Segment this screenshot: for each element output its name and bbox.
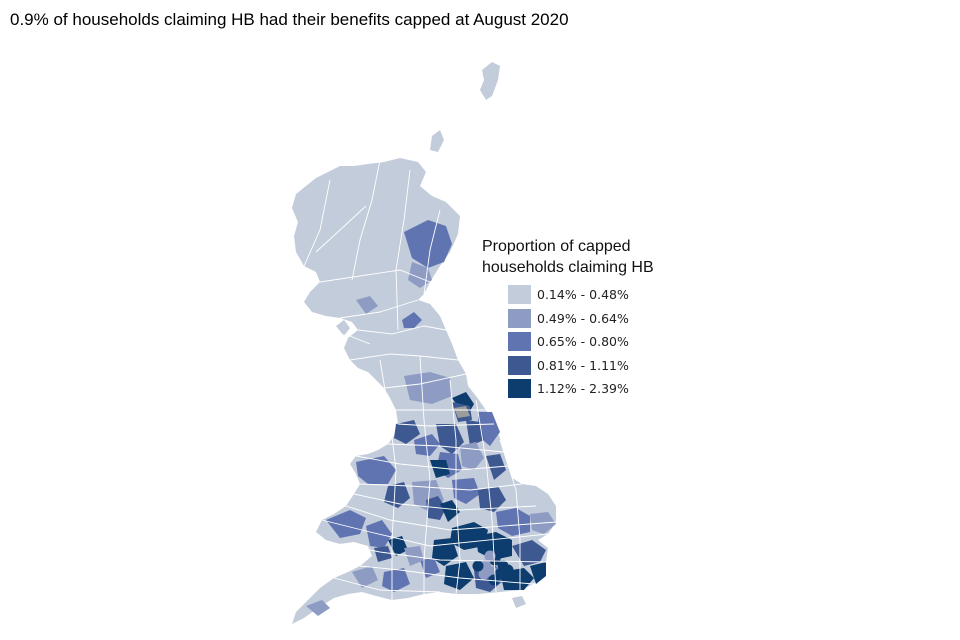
boundary-line [319,269,431,283]
region [326,510,366,538]
legend-label: 1.12% - 2.39% [537,381,629,397]
boundary-line [499,439,521,590]
region [388,536,408,556]
map-legend: Proportion of capped households claiming… [482,236,782,401]
london-borough [472,560,484,572]
boundary-line [349,353,459,361]
region [452,478,480,504]
region [382,568,410,592]
legend-item: 1.12% - 2.39% [508,377,782,401]
island [296,194,310,214]
region [478,486,506,512]
legend-swatch [508,355,531,375]
region [356,296,378,314]
region [430,460,450,478]
boundary-line [355,455,509,471]
boundary-line [321,519,549,547]
boundary-line [343,399,385,431]
region [394,420,420,444]
legend-title-line2: households claiming HB [482,259,654,276]
boundary-line [359,483,523,491]
region [454,406,470,418]
boundary-line [351,159,381,281]
london-borough [488,574,500,586]
legend-title-line1: Proportion of capped [482,238,631,255]
region [404,220,452,268]
region [404,546,424,566]
local-authority-regions [306,220,556,616]
region [460,442,484,470]
london-borough [502,564,514,576]
boundary-line [325,331,371,345]
boundary-line [357,325,447,335]
legend-label: 0.14% - 0.48% [537,287,629,303]
boundary-line [339,543,547,563]
boundary-line [359,565,535,585]
map-title: 0.9% of households claiming HB had their… [10,10,569,29]
legend-item: 0.49% - 0.64% [508,307,782,331]
boundary-line [345,505,557,531]
legend-title: Proportion of capped households claiming… [482,236,782,278]
london-borough [478,568,490,580]
region-borders [303,159,557,600]
region [478,412,500,446]
boundary-line [395,169,411,331]
region [512,486,550,518]
legend-label: 0.65% - 0.80% [537,334,629,350]
legend-item: 0.14% - 0.48% [508,283,782,307]
island [336,320,350,336]
boundary-line [303,179,331,267]
island [430,130,444,152]
boundary-line [423,209,441,295]
region [402,312,422,328]
boundary-line [387,443,505,453]
island [512,596,526,608]
boundary-line [353,493,537,511]
region [512,540,546,566]
london-borough [484,550,496,562]
legend-label: 0.81% - 1.11% [537,357,629,373]
region [306,600,330,616]
region [374,546,392,562]
legend-item: 0.65% - 0.80% [508,330,782,354]
region [444,562,474,590]
region [352,566,378,588]
boundary-line [379,359,397,600]
region [496,508,530,536]
region [356,456,396,484]
legend-item: 0.81% - 1.11% [508,354,782,378]
region [530,562,546,584]
island [480,62,500,100]
boundary-line [339,299,419,319]
boundary-line [475,399,497,593]
legend-swatch [508,308,531,328]
boundary-line [419,355,431,594]
boundary-line [333,577,441,593]
legend-label: 0.49% - 0.64% [537,310,629,326]
region [466,420,484,446]
legend-swatch [508,332,531,352]
boundary-line [315,205,367,253]
region [414,434,440,456]
region [440,500,460,522]
boundary-line [449,379,461,595]
boundary-line [397,423,495,427]
boundary-line [383,373,467,389]
legend-swatch [508,285,531,305]
legend-swatch [508,379,531,399]
